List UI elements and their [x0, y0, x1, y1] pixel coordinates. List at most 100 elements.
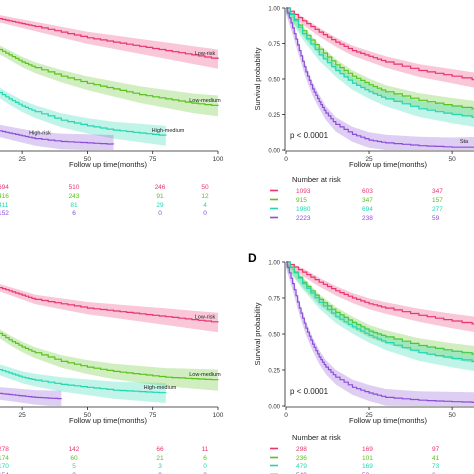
- ci-band-low_medium: [0, 45, 218, 117]
- risk-table-cell: 21: [156, 455, 164, 462]
- ci-band-high: [286, 8, 474, 150]
- risk-table-cell: 4: [203, 202, 207, 209]
- x-tick-label: 100: [213, 156, 224, 163]
- risk-table-cell: 0: [203, 463, 207, 470]
- x-tick-label: 0: [284, 412, 288, 419]
- ci-band-high_medium: [286, 262, 474, 372]
- risk-table-cell: 5: [72, 463, 76, 470]
- risk-table-cell: 91: [156, 193, 164, 200]
- survival-curve-high: [286, 7, 474, 148]
- x-tick-label: 50: [84, 412, 92, 419]
- y-tick-label: 0.75: [268, 297, 280, 303]
- risk-table-cell: 73: [432, 463, 440, 470]
- survival-curve-low: [286, 7, 474, 81]
- risk-table-title: Number at risk: [292, 433, 341, 442]
- risk-table-cell: 694: [0, 184, 9, 191]
- curve-label: High-risk: [29, 131, 51, 137]
- risk-table-cell: 66: [156, 446, 164, 453]
- risk-table-cell: 347: [432, 188, 443, 195]
- risk-table-cell: 170: [0, 463, 9, 470]
- risk-table-cell: 0: [203, 210, 207, 217]
- risk-table-cell: 154: [0, 472, 9, 474]
- risk-table-cell: 1980: [296, 206, 311, 213]
- ci-band-low: [286, 262, 474, 332]
- y-tick-label: 0.75: [268, 42, 280, 48]
- risk-table-cell: 694: [362, 206, 373, 213]
- risk-table-cell: 277: [432, 206, 443, 213]
- risk-table-cell: 50: [362, 472, 370, 474]
- x-tick-label: 25: [365, 412, 373, 419]
- risk-table-cell: 6: [72, 210, 76, 217]
- risk-table-cell: 142: [69, 446, 80, 453]
- risk-table-cell: 12: [201, 193, 209, 200]
- risk-table-cell: 174: [0, 455, 9, 462]
- risk-table-cell: 246: [155, 184, 166, 191]
- risk-table-cell: 60: [70, 455, 78, 462]
- x-tick-label: 0: [284, 156, 288, 163]
- risk-table-cell: 41: [432, 455, 440, 462]
- risk-table-cell: 2223: [296, 215, 311, 222]
- risk-table-cell: 0: [158, 210, 162, 217]
- y-tick-label: 0.50: [268, 78, 280, 84]
- y-tick-label: 0.25: [268, 369, 280, 375]
- ci-band-low: [0, 15, 218, 69]
- survival-curve-high: [0, 130, 115, 145]
- risk-table-cell: 152: [0, 210, 9, 217]
- p-value: p < 0.0001: [290, 131, 329, 140]
- risk-table-cell: 101: [362, 455, 373, 462]
- panel-a: 25 50 75 100 Follow up time(months) Low-risk L…: [0, 15, 224, 217]
- risk-table-cell: 81: [70, 202, 78, 209]
- risk-table-cell: 510: [69, 184, 80, 191]
- ci-band-high_medium: [0, 364, 166, 403]
- risk-table-cell: 169: [362, 463, 373, 470]
- risk-table-cell: 6: [203, 455, 207, 462]
- survival-curve-low: [0, 18, 219, 60]
- y-axis-label: Survival probability: [253, 302, 262, 365]
- risk-table-cell: 50: [201, 184, 209, 191]
- curve-label: Low-risk: [195, 314, 216, 320]
- risk-table-cell: 238: [362, 215, 373, 222]
- y-tick-label: 0.50: [268, 333, 280, 339]
- ci-band-low_medium: [0, 329, 218, 391]
- risk-table-cell: 416: [0, 193, 9, 200]
- risk-table-cell: 157: [432, 197, 443, 204]
- y-axis-label: Survival probability: [253, 47, 262, 110]
- y-tick-label: 1.00: [268, 261, 280, 267]
- x-tick-label: 75: [149, 156, 157, 163]
- risk-table-cell: 278: [0, 446, 9, 453]
- survival-curve-low: [286, 261, 474, 325]
- panel-d: 0.00 0.25 0.50 0.75 1.00 Survival probability…: [248, 251, 474, 474]
- y-tick-label: 1.00: [268, 7, 280, 13]
- risk-table-cell: 59: [432, 215, 440, 222]
- y-tick-label: 0.25: [268, 113, 280, 119]
- curve-label: High-medium: [152, 128, 185, 134]
- panel-label: D: [248, 251, 257, 265]
- curve-label: Low-risk: [195, 51, 216, 57]
- curve-label: Sta: [460, 139, 469, 145]
- risk-table-cell: 1093: [296, 188, 311, 195]
- ci-band-high: [0, 124, 114, 150]
- survival-curve-high: [286, 261, 474, 403]
- x-axis-label: Follow up time(months): [349, 160, 427, 169]
- risk-table-cell: 479: [296, 463, 307, 470]
- x-axis-label: Follow up time(months): [349, 416, 427, 425]
- risk-table-cell: 603: [362, 188, 373, 195]
- curve-label: Low-medium: [189, 98, 221, 104]
- x-axis-label: Follow up time(months): [69, 160, 147, 169]
- ci-band-low: [286, 8, 474, 88]
- risk-table-title: Number at risk: [292, 175, 341, 184]
- risk-table-cell: 411: [0, 202, 9, 209]
- ci-band-low: [0, 284, 218, 333]
- x-tick-label: 50: [449, 412, 457, 419]
- ci-band-low_medium: [286, 262, 474, 363]
- x-tick-label: 25: [365, 156, 373, 163]
- survival-curve-low: [0, 287, 219, 323]
- risk-table-cell: 29: [156, 202, 164, 209]
- risk-table-cell: 915: [296, 197, 307, 204]
- y-tick-label: 0.00: [268, 149, 280, 155]
- risk-table-cell: 0: [203, 472, 207, 474]
- survival-curve-high_medium: [286, 261, 474, 362]
- survival-curve-low_medium: [0, 332, 219, 381]
